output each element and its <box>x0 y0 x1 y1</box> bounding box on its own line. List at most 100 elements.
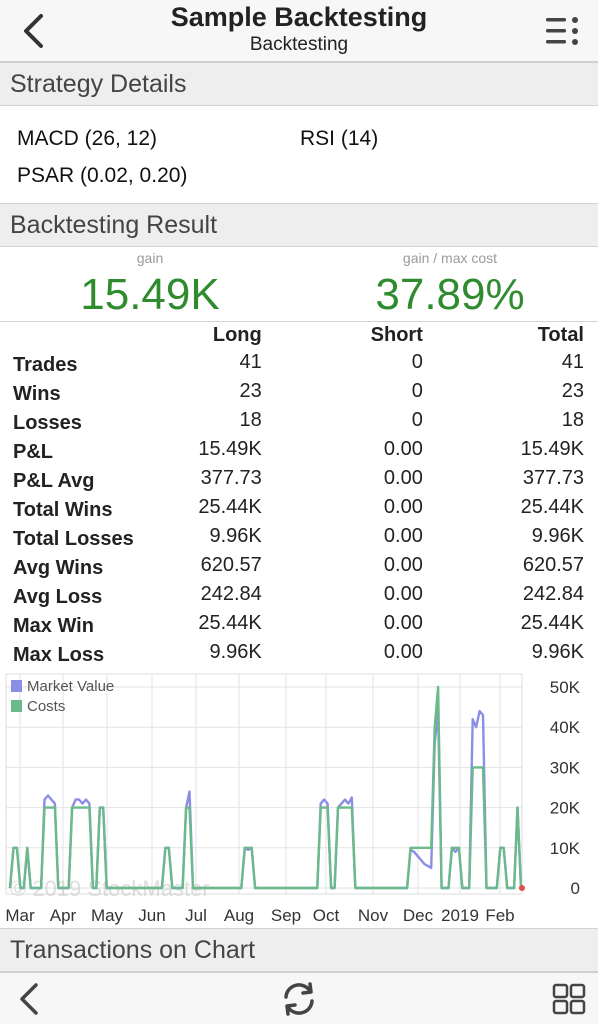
row-label: Trades <box>13 354 78 376</box>
refresh-icon <box>284 982 314 1016</box>
row-label: Max Win <box>13 615 94 637</box>
gain-ratio-label: gain / max cost <box>402 250 498 266</box>
market-value-chart[interactable]: 50K 40K 30K 20K 10K 0 Mar Apr May Jun Jul Aug Sep Oct… <box>0 672 598 928</box>
cell-long: 620.57 <box>200 554 262 576</box>
cell-total: 9.96K <box>531 525 584 547</box>
cell-long: 377.73 <box>200 467 262 489</box>
backtesting-result-header: Backtesting Result <box>0 203 598 247</box>
chevron-left-icon <box>24 14 43 48</box>
y-tick-label: 0 <box>571 879 580 898</box>
cell-total: 25.44K <box>520 612 584 634</box>
cell-short: 0 <box>411 409 423 431</box>
table-row: Losses 18 0 18 <box>8 406 584 435</box>
strategy-rsi: RSI (14) <box>300 127 379 150</box>
table-row: Max Win 25.44K 0.00 25.44K <box>8 609 584 638</box>
grid-icon <box>552 983 586 1015</box>
bottom-back-button[interactable] <box>12 981 52 1017</box>
refresh-button[interactable] <box>279 981 319 1017</box>
row-label: P&L <box>13 441 53 463</box>
x-tick-label: May <box>91 906 124 925</box>
chevron-left-icon <box>20 983 38 1015</box>
series-line-costs <box>8 685 523 890</box>
table-row: P&L 15.49K 0.00 15.49K <box>8 435 584 464</box>
y-tick-label: 20K <box>550 799 581 818</box>
cell-short: 0.00 <box>383 583 423 605</box>
cell-long: 9.96K <box>209 525 262 547</box>
back-button[interactable] <box>14 10 54 52</box>
row-label: Losses <box>13 412 82 434</box>
gain-value: 15.49K <box>80 270 220 319</box>
table-row: Wins 23 0 23 <box>8 377 584 406</box>
cell-long: 25.44K <box>198 612 262 634</box>
row-label: P&L Avg <box>13 470 95 492</box>
row-label: Max Loss <box>13 644 105 666</box>
y-tick-label: 50K <box>550 678 581 697</box>
x-tick-label: 2019 <box>441 906 479 925</box>
cell-total: 9.96K <box>531 641 584 663</box>
row-label: Total Wins <box>13 499 113 521</box>
cell-long: 18 <box>239 409 262 431</box>
x-tick-label: Aug <box>224 906 254 925</box>
results-header-row: Long Short Total <box>8 322 584 348</box>
cell-short: 0 <box>411 380 423 402</box>
column-header <box>8 322 159 348</box>
y-tick-label: 10K <box>550 839 581 858</box>
cell-total: 41 <box>561 351 584 373</box>
menu-button[interactable] <box>544 12 584 50</box>
cell-short: 0.00 <box>383 467 423 489</box>
grid-view-button[interactable] <box>550 981 590 1017</box>
x-tick-label: Oct <box>313 906 340 925</box>
column-header-total: Total <box>537 323 584 346</box>
x-tick-label: Feb <box>485 906 514 925</box>
cell-short: 0.00 <box>383 641 423 663</box>
table-row: Total Wins 25.44K 0.00 25.44K <box>8 493 584 522</box>
x-tick-label: Nov <box>358 906 389 925</box>
cell-long: 41 <box>239 351 262 373</box>
table-row: P&L Avg 377.73 0.00 377.73 <box>8 464 584 493</box>
row-label: Wins <box>13 383 61 405</box>
strategy-macd: MACD (26, 12) <box>17 127 158 150</box>
result-divider <box>0 321 598 322</box>
cell-long: 242.84 <box>200 583 262 605</box>
x-tick-label: Apr <box>50 906 77 925</box>
cell-total: 377.73 <box>522 467 584 489</box>
row-label: Total Losses <box>13 528 134 550</box>
cell-short: 0.00 <box>383 612 423 634</box>
cell-long: 25.44K <box>198 496 262 518</box>
x-tick-label: Jul <box>185 906 207 925</box>
bottom-toolbar <box>0 972 598 1024</box>
cell-total: 242.84 <box>522 583 584 605</box>
legend-swatch <box>11 700 22 712</box>
cell-long: 9.96K <box>209 641 262 663</box>
cell-total: 15.49K <box>520 438 584 460</box>
table-row: Avg Loss 242.84 0.00 242.84 <box>8 580 584 609</box>
gain-label: gain <box>136 250 164 266</box>
cell-short: 0.00 <box>383 554 423 576</box>
cell-total: 25.44K <box>520 496 584 518</box>
transactions-on-chart-header[interactable]: Transactions on Chart <box>0 928 598 972</box>
legend-swatch <box>11 680 22 692</box>
column-header-short: Short <box>370 323 423 346</box>
cell-total: 18 <box>561 409 584 431</box>
column-header-long: Long <box>212 323 262 346</box>
navigation-bar: Sample Backtesting Backtesting <box>0 0 598 62</box>
table-row: Avg Wins 620.57 0.00 620.57 <box>8 551 584 580</box>
chart-canvas: 50K 40K 30K 20K 10K 0 Mar Apr May Jun Jul Aug Sep Oct… <box>5 673 581 925</box>
x-tick-label: Sep <box>271 906 301 925</box>
cell-short: 0 <box>411 351 423 373</box>
page-title: Sample Backtesting <box>170 2 428 32</box>
cell-short: 0.00 <box>383 496 423 518</box>
results-table: Long Short Total Trades 41 0 41 Wins 23 0 23 Los… <box>8 322 584 667</box>
legend-label: Market Value <box>27 678 114 695</box>
plot-area <box>5 673 523 895</box>
cell-long: 23 <box>239 380 262 402</box>
table-row: Max Loss 9.96K 0.00 9.96K <box>8 638 584 667</box>
gain-ratio-value: 37.89% <box>375 270 525 319</box>
cell-long: 15.49K <box>198 438 262 460</box>
x-tick-label: Mar <box>5 906 35 925</box>
cell-short: 0.00 <box>383 438 423 460</box>
menu-list-icon <box>546 17 578 45</box>
cell-total: 23 <box>561 380 584 402</box>
table-row: Trades 41 0 41 <box>8 348 584 377</box>
page-subtitle: Backtesting <box>249 34 349 55</box>
